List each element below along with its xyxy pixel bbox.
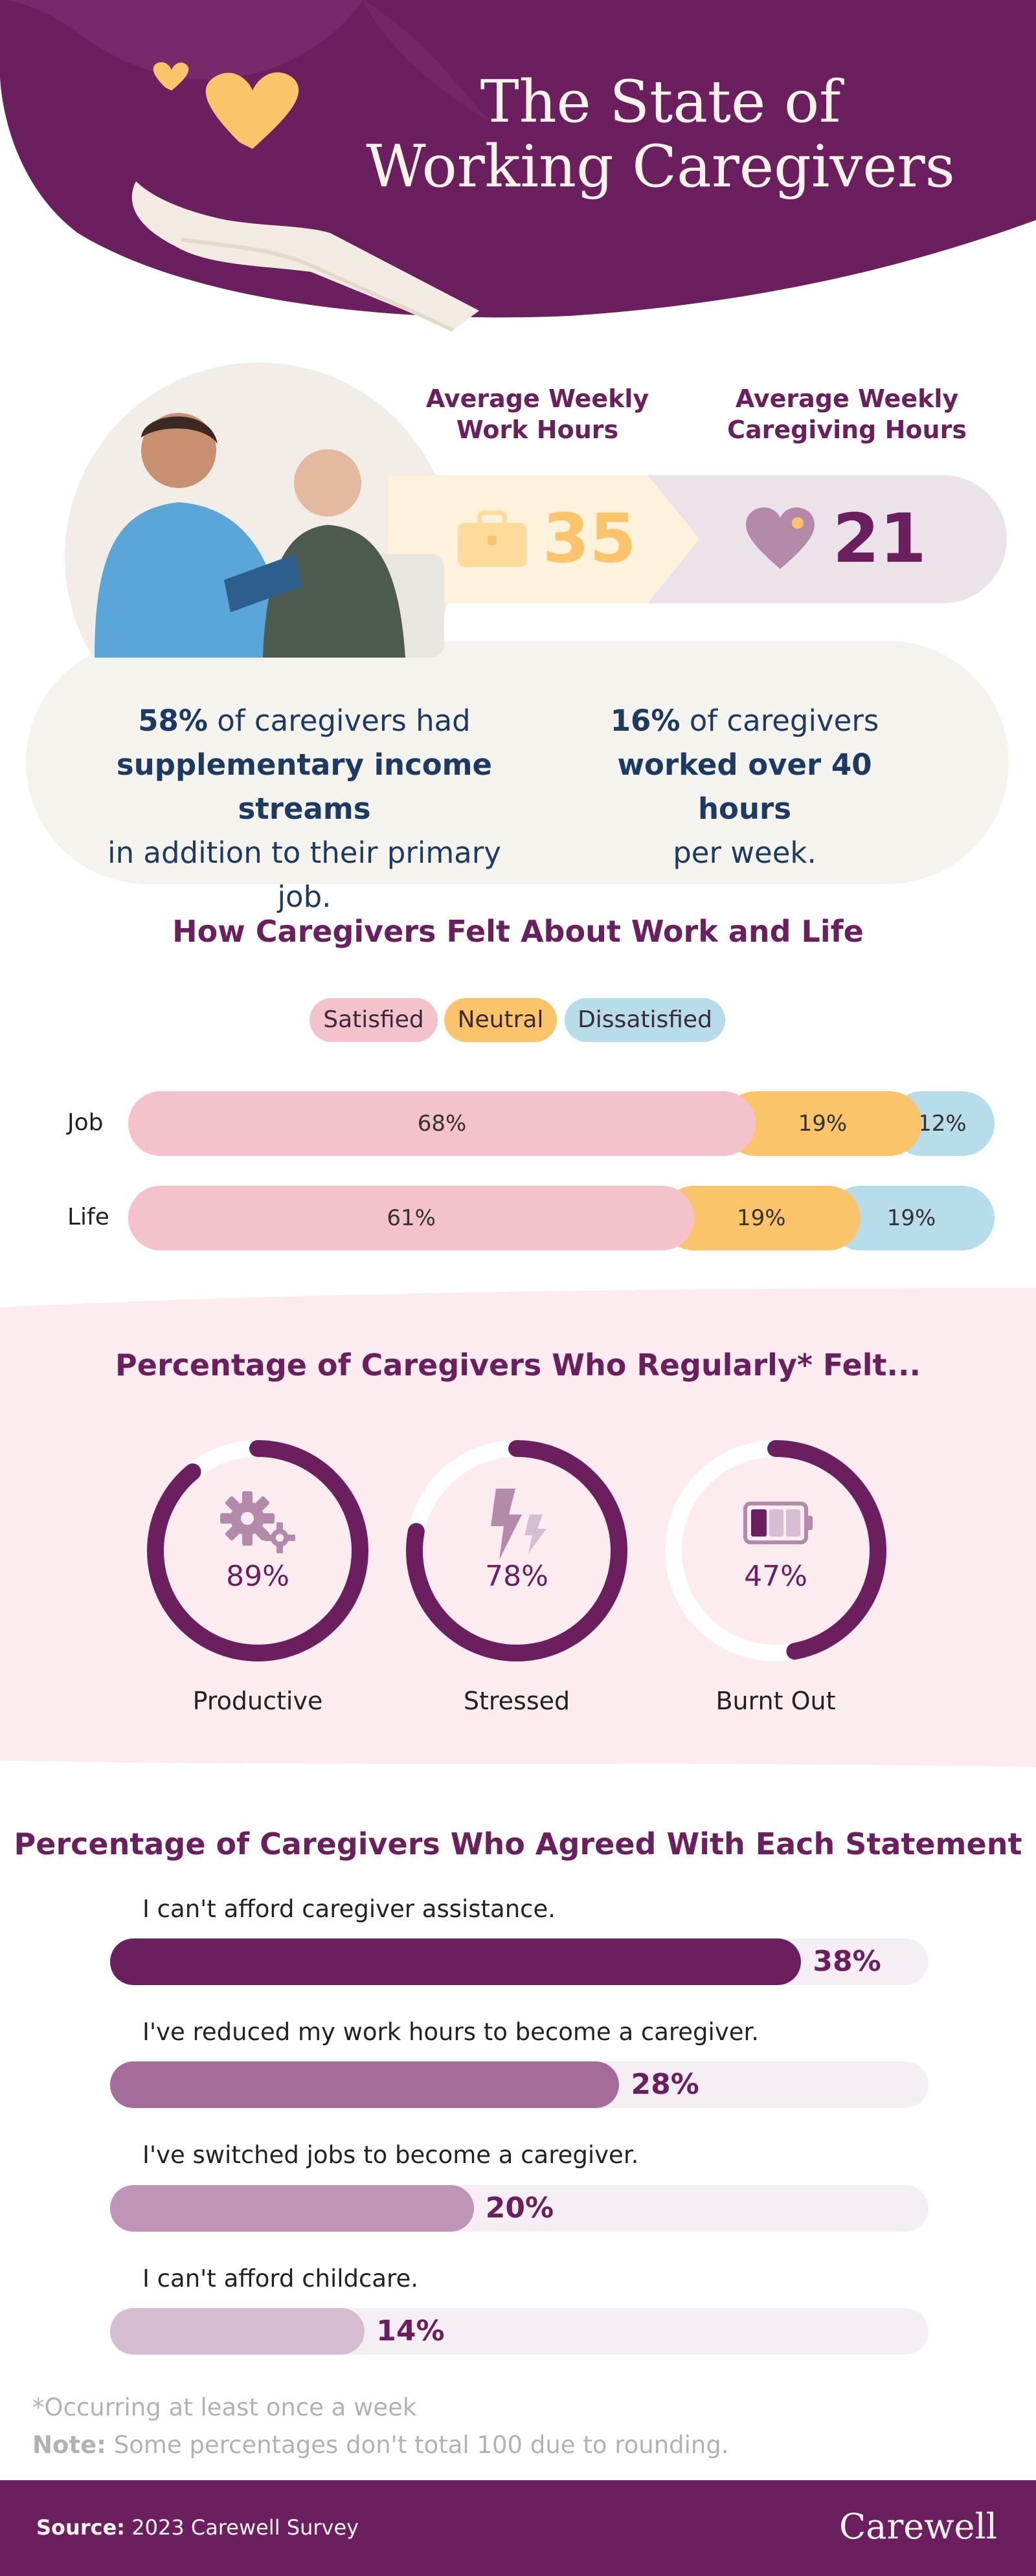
legend-dissatisfied: Dissatisfied bbox=[565, 998, 725, 1042]
footer: Source: 2023 Carewell Survey Carewell bbox=[0, 2480, 1036, 2576]
donut-arc-stressed bbox=[406, 1440, 627, 1661]
page-title: The State of Working Caregivers bbox=[363, 70, 958, 199]
agreement-title: Percentage of Caregivers Who Agreed With… bbox=[14, 1827, 1022, 1861]
agreement-bar-fill bbox=[110, 2185, 474, 2232]
source-citation: Source: 2023 Carewell Survey bbox=[36, 2515, 359, 2540]
row-label-job: Job bbox=[67, 1109, 104, 1136]
bar-segment-label: 19% bbox=[886, 1205, 936, 1231]
donut-label-burnt-out: Burnt Out bbox=[715, 1687, 836, 1715]
agreement-bar-value: 28% bbox=[631, 2068, 699, 2101]
statement-switched-jobs: I've switched jobs to become a caregiver… bbox=[142, 2141, 639, 2169]
agreement-bar-fill bbox=[110, 1938, 802, 1985]
feelings-title: How Caregivers Felt About Work and Life bbox=[172, 914, 864, 949]
caregiver-photo bbox=[95, 413, 444, 658]
agreement-bar-track: 38% bbox=[110, 1938, 929, 1985]
donut-arc-productive bbox=[147, 1440, 368, 1661]
rounding-note: Note: Some percentages don't total 100 d… bbox=[32, 2431, 729, 2459]
work-hours-value: 35 bbox=[543, 499, 636, 578]
bar-segment-job-neutral: 19% bbox=[723, 1091, 922, 1156]
donut-charts bbox=[147, 1440, 886, 1661]
gears-icon bbox=[220, 1491, 295, 1553]
agreement-bar-track: 28% bbox=[110, 2061, 929, 2108]
donut-pct-burnt-out: 47% bbox=[744, 1560, 807, 1593]
agreement-bar-value: 14% bbox=[376, 2315, 445, 2348]
title-line-2: Working Caregivers bbox=[366, 133, 955, 201]
agreement-bar-track: 14% bbox=[110, 2308, 929, 2355]
legend-satisfied: Satisfied bbox=[310, 998, 438, 1042]
donut-label-stressed: Stressed bbox=[463, 1687, 570, 1715]
caregiving-hours-label: Average Weekly Caregiving Hours bbox=[727, 384, 967, 444]
bar-segment-label: 61% bbox=[387, 1205, 436, 1231]
agreement-bar-fill bbox=[110, 2061, 620, 2108]
hand-with-hearts-icon bbox=[131, 62, 479, 332]
callout-income-streams: 58% of caregivers had supplementary inco… bbox=[107, 704, 501, 914]
agreement-bar-fill bbox=[110, 2308, 365, 2355]
bar-segment-label: 19% bbox=[737, 1205, 786, 1231]
heart-icon bbox=[746, 507, 815, 569]
callout-over-40-hours: 16% of caregivers worked over 40 hours p… bbox=[610, 704, 879, 870]
donut-pct-productive: 89% bbox=[226, 1560, 289, 1593]
bar-segment-label: 19% bbox=[798, 1111, 848, 1137]
donut-pct-stressed: 78% bbox=[485, 1560, 548, 1593]
agreement-bar-value: 38% bbox=[813, 1945, 881, 1978]
regular-feelings-title: Percentage of Caregivers Who Regularly* … bbox=[115, 1348, 921, 1382]
bar-segment-label: 12% bbox=[918, 1111, 967, 1137]
title-line-1: The State of bbox=[480, 68, 841, 136]
bar-segment-job-satisfied: 68% bbox=[128, 1091, 756, 1156]
donut-arc-burnt-out bbox=[665, 1440, 886, 1661]
header-banner: The State of Working Caregivers bbox=[0, 0, 1036, 332]
agreement-bar-track: 20% bbox=[110, 2185, 929, 2232]
low-battery-icon bbox=[743, 1502, 813, 1544]
row-label-life: Life bbox=[67, 1204, 109, 1230]
briefcase-icon bbox=[458, 510, 526, 567]
statement-childcare: I can't afford childcare. bbox=[142, 2265, 418, 2293]
bar-segment-life-satisfied: 61% bbox=[128, 1186, 695, 1250]
brand-logo[interactable]: Carewell bbox=[839, 2506, 997, 2547]
statement-reduced-hours: I've reduced my work hours to become a c… bbox=[142, 2018, 760, 2046]
bar-segment-label: 68% bbox=[417, 1111, 467, 1137]
work-hours-label: Average Weekly Work Hours bbox=[425, 384, 649, 444]
agreement-bar-value: 20% bbox=[485, 2192, 554, 2225]
asterisk-footnote: *Occurring at least once a week bbox=[32, 2393, 417, 2421]
legend-neutral: Neutral bbox=[444, 998, 557, 1042]
lightning-icon bbox=[491, 1489, 546, 1560]
statement-caregiver-assistance: I can't afford caregiver assistance. bbox=[142, 1895, 556, 1923]
bar-segment-life-neutral: 19% bbox=[662, 1186, 861, 1250]
caregiving-hours-value: 21 bbox=[833, 499, 927, 578]
donut-label-productive: Productive bbox=[192, 1687, 323, 1715]
